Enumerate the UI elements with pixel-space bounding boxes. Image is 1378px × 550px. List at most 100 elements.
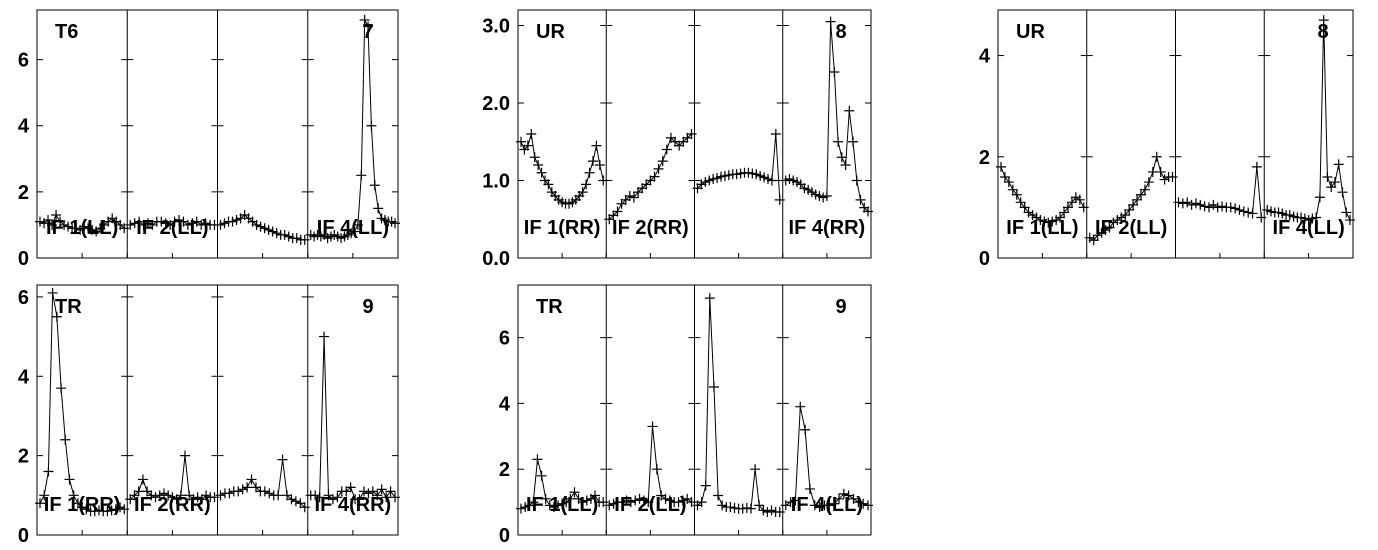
data-point bbox=[1108, 217, 1119, 228]
data-point bbox=[295, 498, 306, 509]
data-point bbox=[310, 490, 321, 501]
data-point bbox=[604, 500, 615, 511]
data-point bbox=[137, 474, 148, 485]
data-point bbox=[35, 216, 45, 227]
data-point bbox=[250, 482, 261, 493]
data-point bbox=[1023, 207, 1034, 218]
data-point bbox=[1195, 199, 1206, 210]
data-point bbox=[63, 221, 74, 232]
data-point bbox=[79, 221, 90, 232]
data-point bbox=[1341, 207, 1352, 218]
data-point bbox=[745, 503, 756, 514]
data-point bbox=[1326, 182, 1337, 193]
data-point bbox=[1124, 204, 1135, 215]
data-point bbox=[373, 203, 384, 214]
data-point bbox=[283, 231, 294, 242]
data-point bbox=[263, 224, 274, 235]
data-point bbox=[825, 16, 836, 27]
series-line bbox=[39, 292, 125, 512]
data-point bbox=[790, 495, 801, 506]
data-point bbox=[233, 486, 244, 497]
y-tick-label: 2 bbox=[18, 446, 29, 468]
data-point bbox=[119, 504, 130, 515]
data-point bbox=[363, 21, 374, 32]
data-point bbox=[533, 160, 544, 170]
data-point bbox=[1212, 202, 1223, 213]
data-point bbox=[341, 486, 352, 497]
data-point bbox=[649, 171, 660, 182]
station-label: TR bbox=[55, 296, 82, 318]
data-point bbox=[182, 219, 193, 230]
y-tick-label: 3.0 bbox=[482, 16, 510, 38]
series-line bbox=[785, 21, 869, 212]
y-tick-label: 2 bbox=[499, 459, 510, 481]
data-point bbox=[231, 214, 242, 225]
y-tick-label: 4 bbox=[18, 116, 30, 138]
data-point bbox=[855, 194, 866, 205]
if-label: IF 1(RR) bbox=[44, 494, 121, 516]
data-point bbox=[47, 219, 58, 230]
if-label: IF 2(LL) bbox=[614, 494, 686, 516]
data-point bbox=[516, 136, 526, 147]
series-line bbox=[1089, 154, 1173, 241]
data-point bbox=[1243, 207, 1254, 218]
data-point bbox=[1003, 177, 1014, 188]
data-point bbox=[1104, 222, 1115, 233]
data-point bbox=[838, 488, 849, 499]
data-point bbox=[385, 486, 396, 497]
data-point bbox=[87, 224, 98, 235]
data-point bbox=[725, 502, 736, 513]
station-label: TR bbox=[536, 296, 563, 318]
if-label: IF 1(LL) bbox=[526, 494, 598, 516]
data-point bbox=[741, 503, 752, 514]
data-point bbox=[824, 500, 835, 511]
data-point bbox=[621, 495, 632, 506]
data-point bbox=[634, 493, 645, 504]
data-point bbox=[1182, 197, 1193, 208]
data-point bbox=[1078, 202, 1089, 213]
data-point bbox=[156, 216, 167, 227]
data-point bbox=[1070, 192, 1081, 203]
data-point bbox=[774, 194, 785, 205]
data-point bbox=[1059, 207, 1070, 218]
data-point bbox=[1116, 212, 1127, 223]
data-point bbox=[169, 216, 180, 227]
data-point bbox=[264, 488, 275, 499]
data-point bbox=[660, 493, 671, 504]
station-label: T6 bbox=[55, 21, 78, 43]
data-point bbox=[540, 493, 551, 504]
data-point bbox=[696, 497, 707, 508]
data-point bbox=[766, 505, 777, 516]
y-tick-label: 0 bbox=[979, 248, 990, 270]
data-point bbox=[548, 502, 559, 513]
data-point bbox=[224, 488, 235, 499]
data-point bbox=[516, 503, 526, 514]
series-line bbox=[220, 214, 305, 241]
data-point bbox=[196, 219, 207, 230]
data-point bbox=[77, 502, 88, 513]
series-line bbox=[310, 336, 396, 500]
if-label: IF 4(RR) bbox=[315, 494, 392, 516]
data-point bbox=[996, 161, 1006, 172]
data-point bbox=[661, 144, 672, 155]
data-point bbox=[237, 484, 248, 495]
data-point bbox=[267, 226, 278, 237]
data-point bbox=[201, 490, 212, 501]
station-label: UR bbox=[536, 21, 565, 43]
data-point bbox=[255, 221, 266, 232]
data-point bbox=[1112, 215, 1123, 226]
data-point bbox=[314, 492, 325, 503]
data-point bbox=[39, 490, 50, 501]
data-point bbox=[612, 206, 623, 217]
data-point bbox=[72, 498, 83, 509]
data-point bbox=[1128, 199, 1139, 210]
y-tick-label: 0 bbox=[18, 525, 29, 547]
data-point bbox=[219, 218, 230, 229]
data-point bbox=[529, 152, 540, 163]
data-point bbox=[717, 500, 728, 511]
data-point bbox=[598, 497, 609, 508]
if-label: IF 4(LL) bbox=[791, 494, 863, 516]
data-point bbox=[369, 180, 380, 191]
data-point bbox=[643, 497, 654, 508]
